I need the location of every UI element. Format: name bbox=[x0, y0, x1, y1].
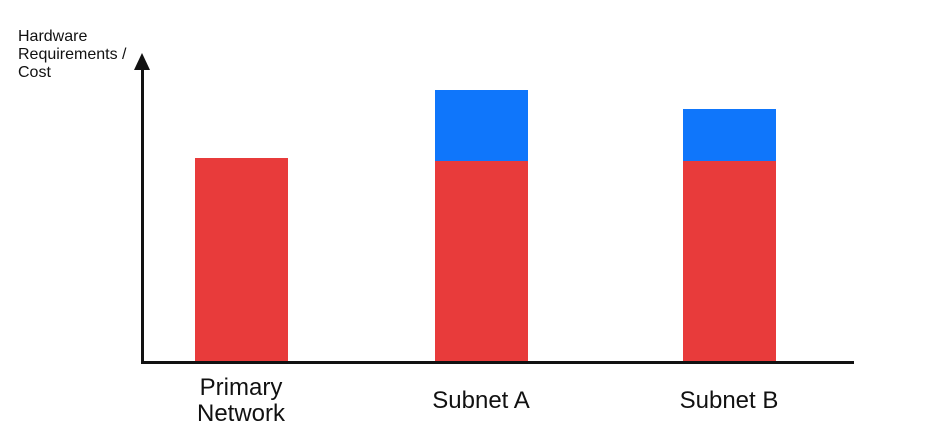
bar-subnet-b-segment-red-base bbox=[682, 161, 776, 361]
bar-subnet-b-segment-blue-additional bbox=[682, 109, 776, 161]
bar-subnet-a bbox=[434, 90, 528, 361]
x-label-subnet-b: Subnet B bbox=[679, 387, 779, 414]
bar-subnet-a-segment-blue-additional bbox=[434, 90, 528, 161]
bar-primary-network-segment-red-base bbox=[194, 158, 288, 361]
y-axis-label: Hardware Requirements / Cost bbox=[18, 28, 127, 81]
x-label-subnet-a: Subnet A bbox=[432, 387, 530, 414]
bar-subnet-a-segment-red-base bbox=[434, 161, 528, 361]
x-label-primary-network: Primary Network bbox=[196, 374, 286, 427]
y-axis-line bbox=[141, 58, 144, 363]
bar-primary-network bbox=[194, 158, 288, 361]
x-axis-line bbox=[141, 361, 854, 364]
bar-subnet-b bbox=[682, 109, 776, 361]
